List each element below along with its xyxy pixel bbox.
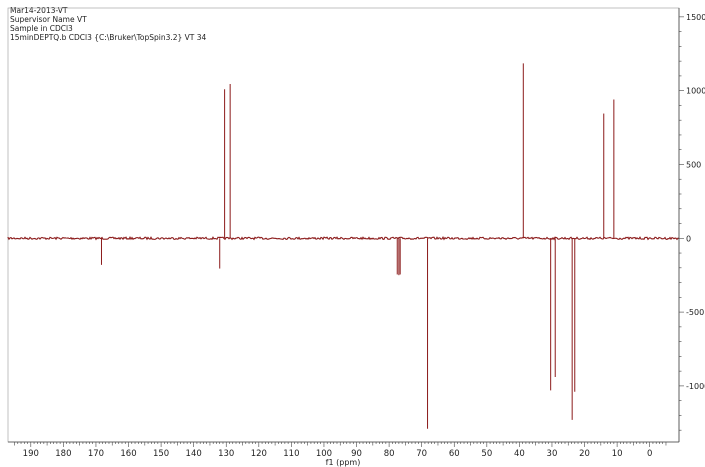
x-tick-label: 100 xyxy=(316,449,332,459)
experiment-date-line: Mar14-2013-VT xyxy=(10,6,68,15)
x-tick-label: 110 xyxy=(283,449,299,459)
x-tick-label: 130 xyxy=(218,449,234,459)
spectrum-baseline xyxy=(7,236,680,241)
plot-frame xyxy=(7,7,680,443)
y-tick-label: 0 xyxy=(686,234,691,243)
sample-line: Sample in CDCl3 xyxy=(10,24,73,33)
y-tick-label: 500 xyxy=(686,160,701,169)
x-tick-label: 30 xyxy=(547,449,558,459)
x-tick-label: 50 xyxy=(481,449,492,459)
dataset-path-line: 15minDEPTQ.b CDCl3 {C:\Bruker\TopSpin3.2… xyxy=(10,33,207,42)
x-tick-label: 120 xyxy=(251,449,267,459)
x-tick-label: 180 xyxy=(55,449,71,459)
x-tick-label: 160 xyxy=(120,449,136,459)
y-tick-label: -1000 xyxy=(686,382,705,391)
y-tick-label: 1000 xyxy=(686,87,705,96)
x-tick-label: 0 xyxy=(647,449,652,459)
x-tick-label: 20 xyxy=(579,449,590,459)
x-tick-label: 150 xyxy=(153,449,169,459)
x-tick-label: 40 xyxy=(514,449,525,459)
x-tick-label: 70 xyxy=(416,449,427,459)
x-tick-label: 140 xyxy=(186,449,202,459)
x-tick-label: 190 xyxy=(23,449,39,459)
x-tick-label: 90 xyxy=(351,449,362,459)
x-tick-label: 10 xyxy=(612,449,623,459)
x-tick-label: 80 xyxy=(384,449,395,459)
x-tick-label: 60 xyxy=(449,449,460,459)
y-tick-label: -500 xyxy=(686,308,704,317)
supervisor-line: Supervisor Name VT xyxy=(10,15,87,24)
y-tick-label: 1500 xyxy=(686,13,705,22)
x-tick-label: 170 xyxy=(88,449,104,459)
x-axis-label: f1 (ppm) xyxy=(326,458,361,467)
